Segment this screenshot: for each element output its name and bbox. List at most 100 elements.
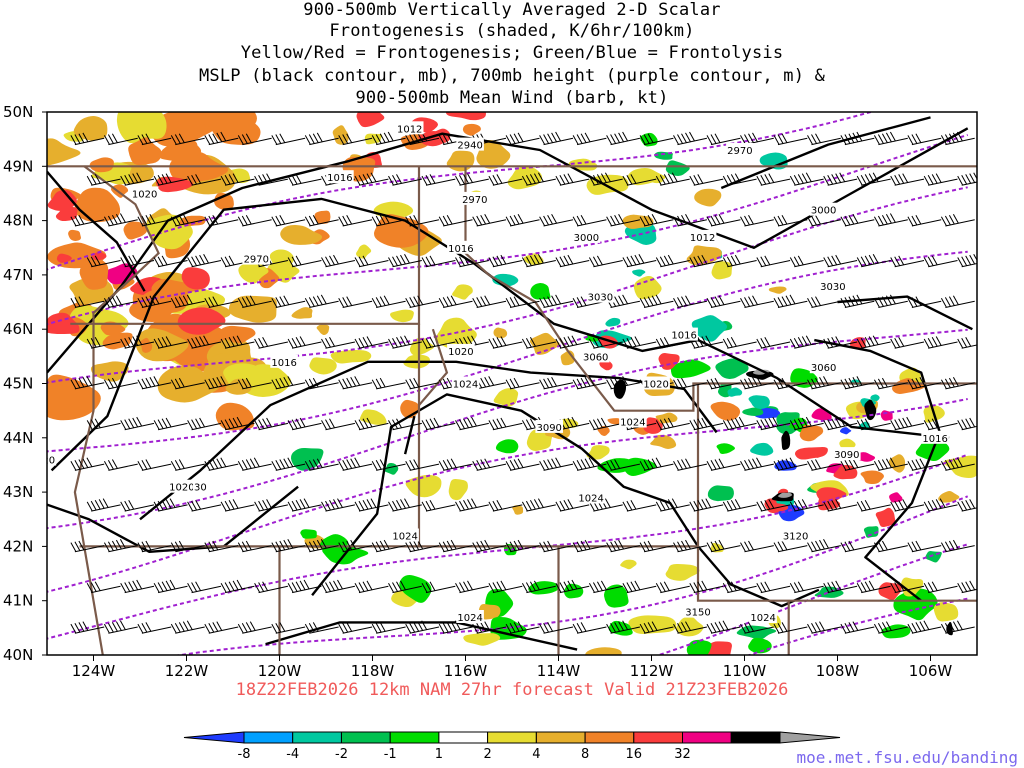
wind-barb-feather — [610, 215, 617, 226]
wind-barb-feather — [409, 297, 416, 307]
wind-barb-feather — [643, 541, 650, 552]
wind-barb-feather — [592, 256, 599, 266]
wind-barb-feather — [547, 133, 554, 143]
frontogenesis-cell — [715, 358, 749, 379]
frontogenesis-cell — [938, 491, 960, 503]
wind-barb-feather — [827, 175, 834, 185]
contour-label: 1016 — [448, 244, 473, 255]
wind-barb-feather — [744, 622, 750, 633]
wind-barb-feather — [807, 298, 813, 308]
wind-barb-feather — [342, 297, 349, 307]
wind-barb-feather — [726, 175, 733, 185]
wind-barb-feather — [509, 378, 516, 389]
wind-barb-feather — [807, 135, 813, 145]
wind-barb-feather — [513, 296, 520, 306]
lon-label: 110W — [723, 662, 767, 680]
wind-barb-feather — [120, 257, 127, 267]
wind-barb-feather — [400, 499, 406, 509]
wind-barb-feather — [563, 499, 570, 510]
wind-barb-feather — [529, 418, 536, 429]
frontogenesis-cell — [123, 221, 148, 240]
wind-barb-feather — [730, 499, 737, 510]
wind-barb-feather — [392, 337, 398, 348]
wind-barb-feather — [446, 214, 453, 225]
wind-barb-feather — [124, 419, 131, 429]
wind-barb-feather — [722, 338, 729, 349]
wind-barb-feather — [480, 622, 487, 632]
wind-barb-feather — [740, 623, 746, 634]
wind-barb-feather — [663, 337, 670, 347]
wind-barb-feather — [588, 457, 595, 468]
wind-barb-feather — [128, 337, 135, 347]
wind-barb-feather — [262, 499, 269, 510]
wind-barb-feather — [74, 460, 81, 470]
wind-barb-feather — [639, 542, 646, 552]
wind-barb-feather — [898, 418, 905, 429]
title-line-4: MSLP (black contour, mb), 700mb height (… — [198, 66, 826, 86]
wind-barb-feather — [840, 298, 847, 308]
frontogenesis-cell — [215, 402, 255, 431]
wind-barb-feather — [375, 297, 382, 307]
wind-barb-feather — [923, 620, 930, 630]
wind-barb-feather — [681, 133, 687, 143]
wind-barb-feather — [877, 134, 884, 144]
frontogenesis-cell — [359, 409, 387, 425]
wind-barb-feather — [86, 420, 93, 430]
frontogenesis-cell — [670, 359, 711, 379]
wind-barb-feather — [744, 134, 750, 144]
wind-barb-feather — [484, 295, 491, 306]
contour-label: 1016 — [922, 434, 947, 445]
wind-barb-feather — [496, 174, 503, 184]
wind-barb-feather — [923, 583, 930, 593]
frontogenesis-cell — [389, 309, 414, 323]
wind-barb-feather — [484, 214, 491, 224]
wind-barb-feather — [789, 175, 796, 186]
wind-barb-feather — [907, 216, 914, 227]
wind-barb-feather — [308, 215, 315, 226]
title-line-1: 900-500mb Vertically Averaged 2-D Scalar — [303, 0, 721, 20]
wind-barb-feather — [872, 172, 879, 183]
wind-barb-feather — [673, 542, 679, 552]
wind-barb-feather — [400, 580, 406, 591]
wind-barb-feather — [567, 173, 574, 183]
frontogenesis-cell — [291, 307, 313, 319]
wind-barb-feather — [371, 135, 378, 145]
wind-barb-feather — [513, 377, 520, 388]
wind-barb-feather — [860, 256, 867, 266]
wind-barb-feather — [797, 581, 804, 591]
wind-barb-feather — [136, 172, 143, 183]
credit-link[interactable]: moe.met.fsu.edu/banding — [796, 748, 1018, 767]
wind-barb-feather — [241, 134, 248, 144]
wind-barb-feather — [860, 419, 867, 429]
wind-barb-feather — [911, 215, 918, 226]
wind-barb-feather — [174, 541, 181, 552]
wind-barb-feather — [722, 420, 729, 430]
wind-barb-feather — [111, 540, 118, 551]
wind-barb-feather — [584, 132, 591, 143]
wind-barb-feather — [764, 337, 771, 347]
wind-barb-feather — [392, 582, 398, 592]
wind-barb-feather — [358, 419, 365, 429]
wind-barb-feather — [840, 135, 847, 145]
wind-barb-feather — [304, 542, 311, 552]
wind-barb-feather — [488, 583, 495, 593]
wind-barb-feather — [417, 621, 424, 631]
wind-barb-feather — [517, 132, 524, 143]
frontogenesis-cell — [493, 388, 519, 407]
wind-barb-feather — [801, 173, 808, 183]
wind-barb-feather — [773, 298, 780, 308]
wind-barb-feather — [726, 582, 733, 592]
wind-barb-feather — [312, 133, 319, 143]
wind-barb-feather — [279, 622, 286, 632]
wind-barb-feather — [877, 622, 884, 633]
wind-barb-feather — [622, 583, 629, 593]
contour-label-bg — [395, 121, 424, 135]
wind-barb-feather — [840, 460, 847, 471]
wind-barb-feather — [237, 460, 244, 471]
wind-barb-feather — [220, 420, 227, 430]
wind-barb-feather — [446, 296, 453, 306]
wind-barb-feather — [442, 460, 449, 470]
wind-barb-feather — [425, 582, 432, 592]
wind-barb-feather — [606, 623, 613, 634]
wind-barb-feather — [480, 214, 487, 225]
